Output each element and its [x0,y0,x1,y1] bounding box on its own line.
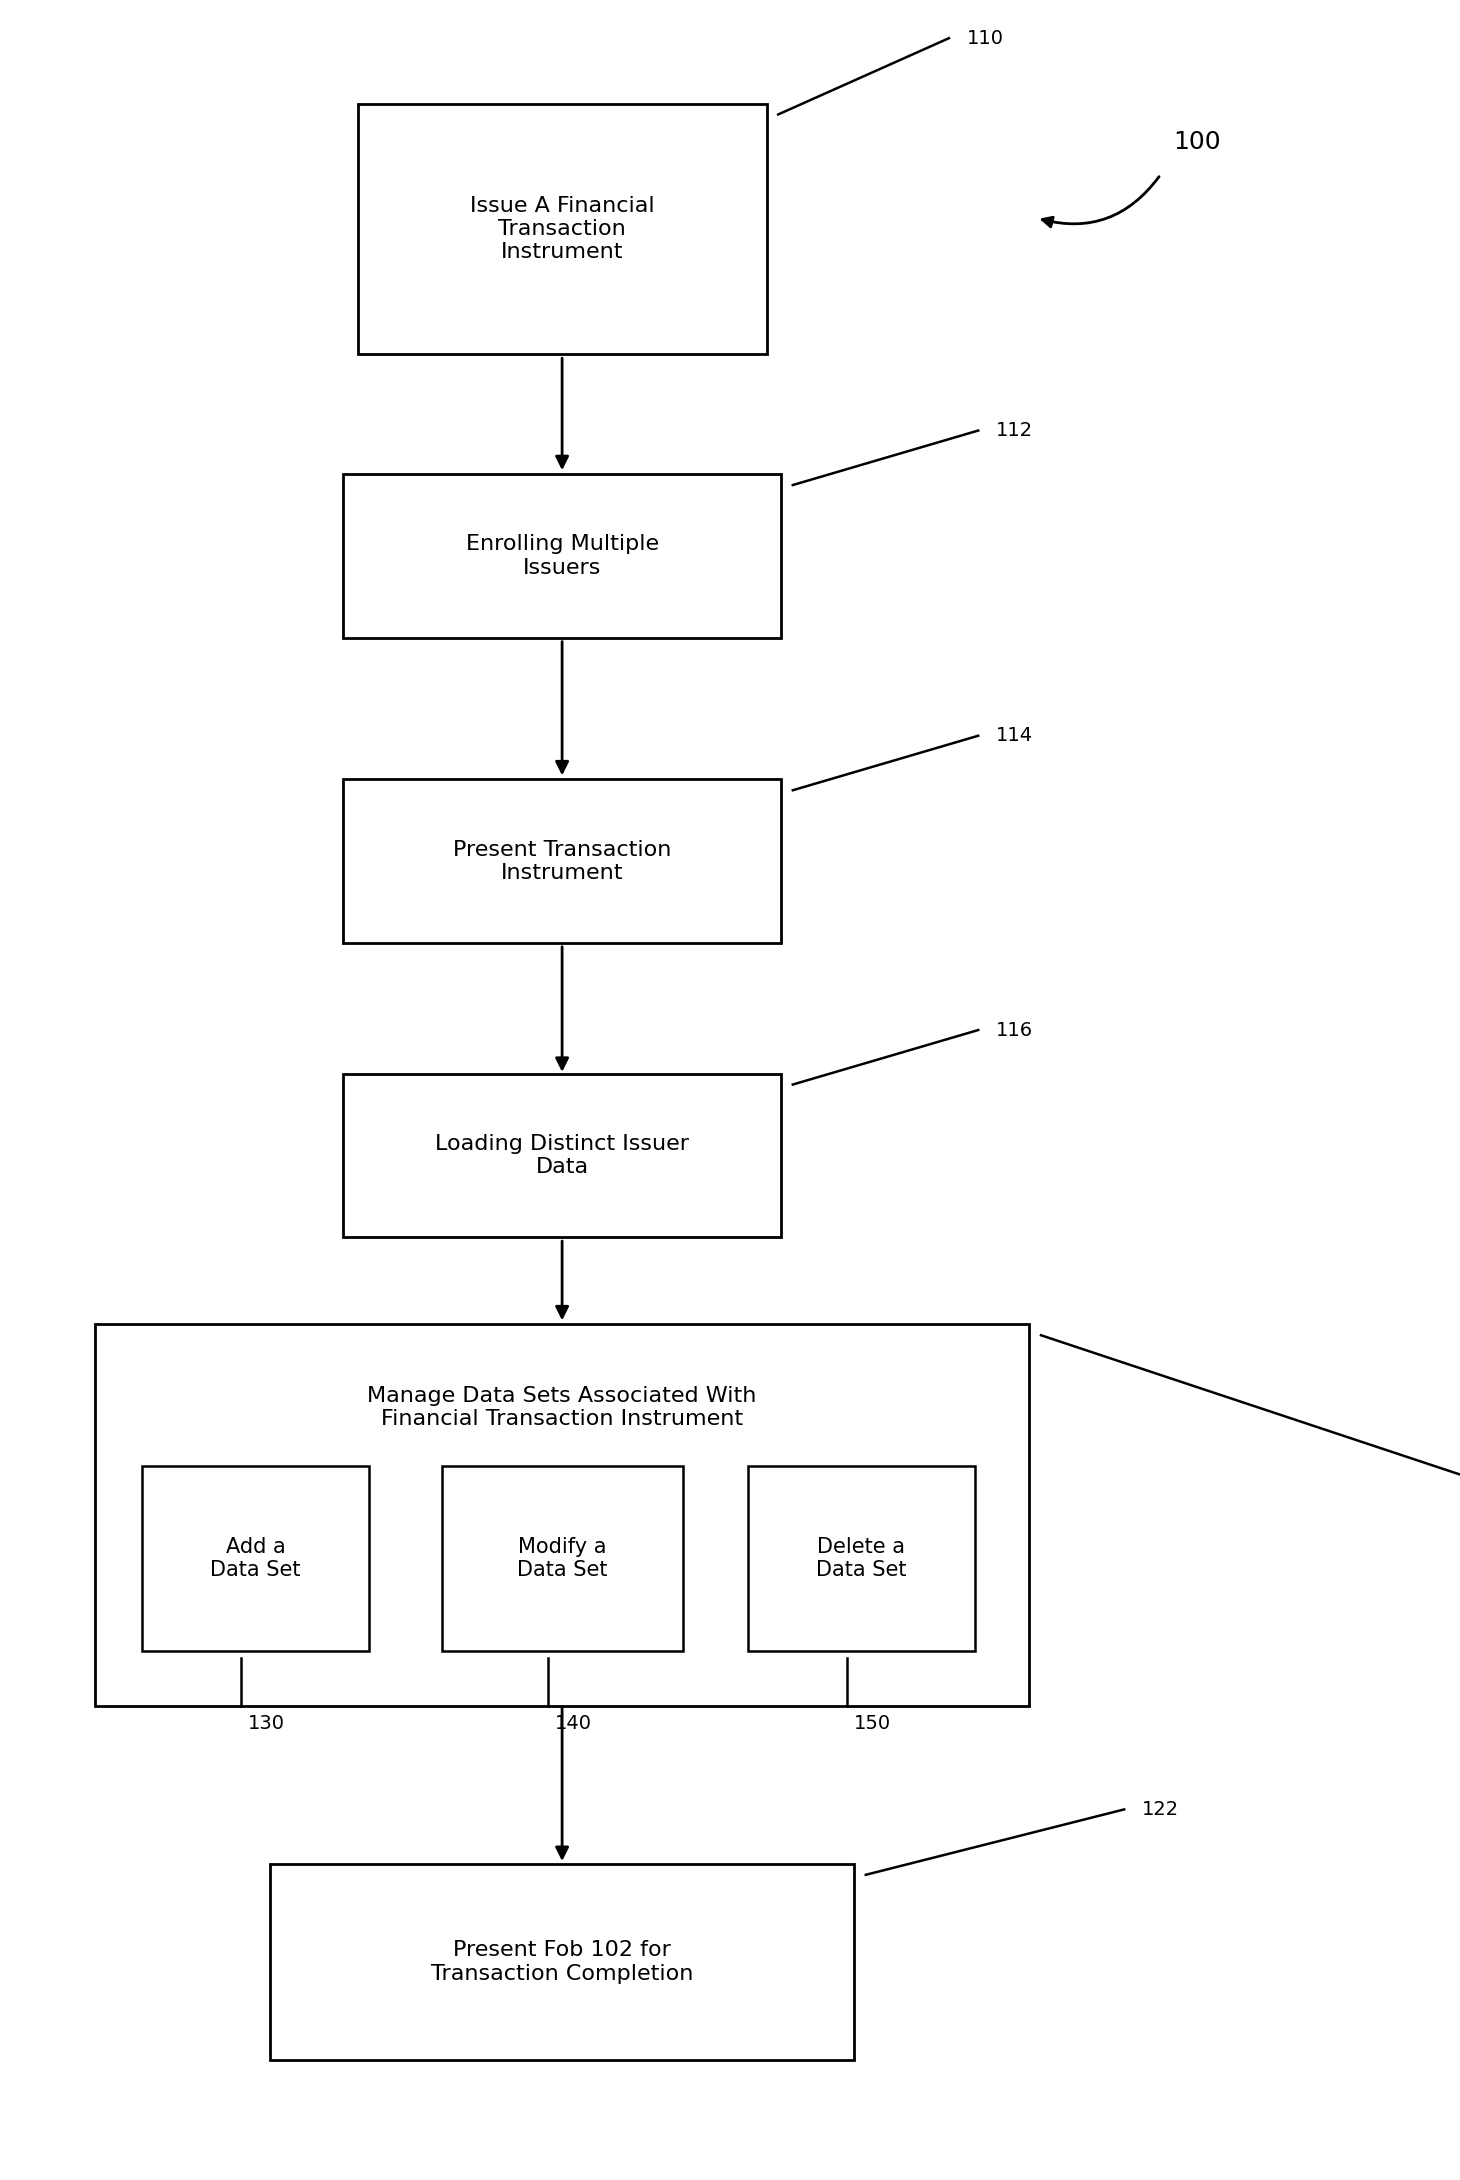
Text: Add a
Data Set: Add a Data Set [210,1537,301,1580]
Bar [343,473,781,637]
Text: 110: 110 [967,28,1003,48]
Text: Delete a
Data Set: Delete a Data Set [816,1537,907,1580]
Text: 140: 140 [555,1713,591,1733]
Text: Present Fob 102 for
Transaction Completion: Present Fob 102 for Transaction Completi… [431,1940,694,1984]
Bar [441,1465,683,1652]
Bar [143,1465,368,1652]
Bar [343,778,781,942]
Text: 150: 150 [854,1713,891,1733]
Text: Loading Distinct Issuer
Data: Loading Distinct Issuer Data [435,1134,689,1177]
Text: 112: 112 [996,421,1032,440]
Text: Enrolling Multiple
Issuers: Enrolling Multiple Issuers [466,534,658,578]
Text: Issue A Financial
Transaction
Instrument: Issue A Financial Transaction Instrument [470,196,654,262]
Bar [270,1864,854,2060]
Bar [95,1325,1029,1705]
Bar [748,1465,975,1652]
Text: 114: 114 [996,726,1032,746]
Text: Modify a
Data Set: Modify a Data Set [517,1537,607,1580]
Text: 122: 122 [1142,1801,1178,1818]
Text: 130: 130 [248,1713,285,1733]
Bar [343,1075,781,1236]
Text: 100: 100 [1174,129,1221,155]
Text: Manage Data Sets Associated With
Financial Transaction Instrument: Manage Data Sets Associated With Financi… [368,1386,756,1428]
Bar [358,102,766,353]
Text: Present Transaction
Instrument: Present Transaction Instrument [453,839,672,883]
Text: 116: 116 [996,1020,1032,1040]
